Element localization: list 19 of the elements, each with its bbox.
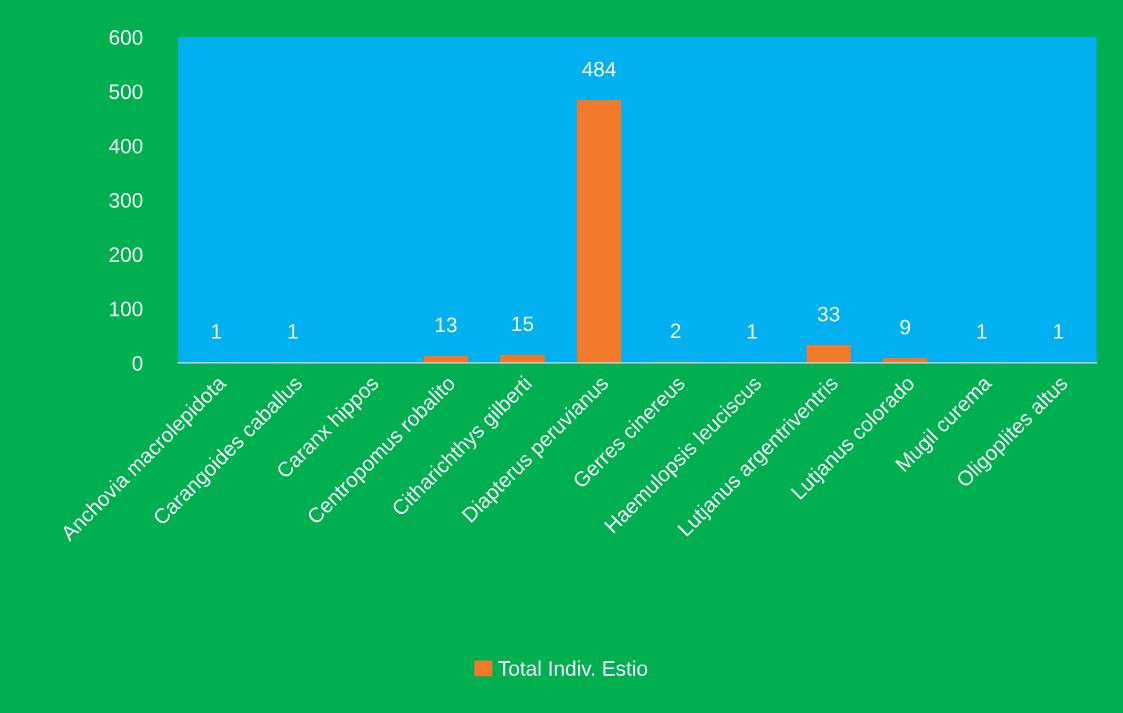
- data-label: 1: [1054, 324, 1064, 339]
- y-tick-label: 500: [109, 84, 143, 100]
- y-tick-label: 0: [132, 355, 143, 371]
- y-tick-label: 300: [109, 193, 143, 208]
- data-label: 1: [747, 324, 757, 339]
- y-tick-label: 200: [109, 247, 143, 263]
- data-label: 9: [900, 319, 911, 335]
- y-tick-label: 400: [109, 138, 143, 154]
- data-label: 484: [582, 61, 616, 77]
- y-tick-label: 600: [109, 30, 143, 45]
- data-label: 33: [817, 306, 840, 322]
- data-label: 1: [212, 324, 222, 339]
- data-label: 1: [977, 324, 987, 339]
- data-label: 2: [670, 323, 681, 339]
- y-tick-label: 100: [110, 301, 143, 317]
- data-label: 1: [288, 324, 298, 339]
- data-label: 15: [512, 316, 534, 332]
- data-label: 13: [435, 317, 457, 333]
- legend-label: Total Indiv. Estio: [498, 660, 648, 676]
